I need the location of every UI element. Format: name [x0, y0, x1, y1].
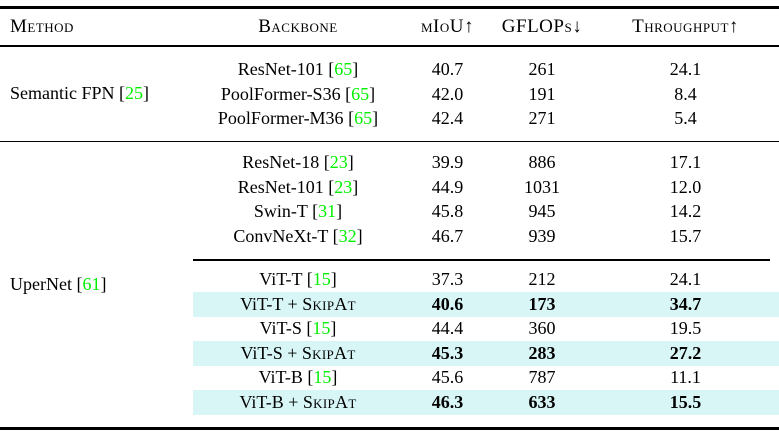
col-header-backbone: Backbone — [258, 16, 338, 37]
backbone-cell: ConvNeXt-T [32] — [233, 225, 363, 246]
gflops-value-cell: 945 — [528, 201, 556, 222]
table-row: ViT-S + SkipAt 45.3 283 27.2 — [193, 341, 779, 366]
citation-link[interactable]: 23 — [329, 152, 348, 173]
table-row: ResNet-101 [65] 40.7 261 24.1 — [193, 58, 779, 83]
citation-link[interactable]: 25 — [125, 83, 143, 104]
gflops-value-cell: 1031 — [524, 176, 560, 197]
throughput-value-cell: 19.5 — [669, 318, 702, 339]
miou-value-cell: 40.7 — [431, 59, 464, 80]
skipat-label: SkipAt — [301, 342, 356, 363]
table-row: ConvNeXt-T [32] 46.7 939 15.7 — [193, 224, 779, 249]
backbone-cell: ResNet-101 [23] — [237, 176, 359, 197]
table-row: ViT-T + SkipAt 40.6 173 34.7 — [193, 292, 779, 317]
gflops-value-cell: 212 — [528, 269, 556, 290]
miou-value-cell: 46.7 — [431, 225, 464, 246]
throughput-value-cell: 15.7 — [669, 225, 702, 246]
gflops-value-cell: 271 — [528, 108, 556, 129]
gflops-value-cell: 191 — [528, 83, 556, 104]
throughput-value-cell: 5.4 — [674, 108, 697, 129]
miou-value-cell: 40.6 — [431, 293, 464, 314]
miou-value-cell: 44.9 — [431, 176, 464, 197]
throughput-value-cell: 24.1 — [669, 59, 702, 80]
gflops-value-cell: 261 — [528, 59, 556, 80]
table-row: ResNet-18 [23] 39.9 886 17.1 — [193, 150, 779, 175]
method-cell: Semantic FPN [25] — [10, 83, 149, 104]
citation-link[interactable]: 31 — [318, 201, 337, 222]
table-row: PoolFormer-S36 [65] 42.0 191 8.4 — [193, 82, 779, 107]
gflops-value-cell: 283 — [528, 342, 556, 363]
bottom-rule — [0, 426, 779, 430]
miou-value-cell: 39.9 — [431, 152, 464, 173]
section-rows: ResNet-101 [65] 40.7 261 24.1 PoolFormer-S36… — [193, 47, 779, 141]
gflops-value-cell: 787 — [528, 367, 556, 388]
throughput-value-cell: 24.1 — [669, 269, 702, 290]
col-header-miou: mIoU↑ — [421, 16, 474, 37]
gflops-value-cell: 939 — [528, 225, 556, 246]
table-row: ResNet-101 [23] 44.9 1031 12.0 — [193, 175, 779, 200]
table-row: ViT-B [15] 45.6 787 11.1 — [193, 366, 779, 391]
citation-link[interactable]: 65 — [354, 108, 373, 129]
backbone-cell: ViT-T [15] — [259, 269, 337, 290]
table-header-row: Method Backbone mIoU↑ GFLOPs↓ Throughput… — [0, 9, 779, 45]
miou-value-cell: 45.8 — [431, 201, 464, 222]
col-header-throughput: Throughput↑ — [632, 16, 739, 37]
col-header-gflops: GFLOPs↓ — [501, 16, 583, 37]
table-row: PoolFormer-M36 [65] 42.4 271 5.4 — [193, 107, 779, 132]
backbone-cell: ResNet-101 [65] — [237, 59, 359, 80]
backbone-cell: ViT-S [15] — [259, 318, 337, 339]
top-rule — [0, 6, 779, 9]
throughput-value-cell: 11.1 — [670, 367, 701, 388]
gflops-value-cell: 173 — [528, 293, 556, 314]
throughput-value-cell: 15.5 — [669, 391, 702, 412]
subsection-divider-rule — [193, 259, 770, 261]
backbone-cell: ViT-S + SkipAt — [240, 342, 356, 363]
throughput-value-cell: 8.4 — [674, 83, 697, 104]
throughput-value-cell: 27.2 — [669, 342, 702, 363]
citation-link[interactable]: 65 — [334, 59, 353, 80]
citation-link[interactable]: 15 — [312, 269, 331, 290]
miou-value-cell: 45.6 — [431, 367, 464, 388]
gflops-value-cell: 886 — [528, 152, 556, 173]
citation-link[interactable]: 61 — [82, 273, 101, 294]
miou-value-cell: 46.3 — [431, 391, 464, 412]
citation-link[interactable]: 32 — [338, 225, 357, 246]
backbone-cell: PoolFormer-M36 [65] — [217, 108, 379, 129]
skipat-label: SkipAt — [302, 293, 356, 314]
backbone-cell: Swin-T [31] — [253, 201, 343, 222]
throughput-value-cell: 12.0 — [669, 176, 702, 197]
backbone-cell: ViT-B [15] — [258, 367, 338, 388]
section-rows: ResNet-18 [23] 39.9 886 17.1 ResNet-101 [23]… — [193, 142, 779, 426]
citation-link[interactable]: 23 — [334, 176, 353, 197]
table-section-semantic-fpn: Semantic FPN [25] ResNet-101 [65] 40.7 261… — [0, 47, 779, 141]
citation-link[interactable]: 15 — [313, 367, 332, 388]
section-separator-rule — [0, 140, 779, 143]
gflops-value-cell: 360 — [528, 318, 556, 339]
throughput-value-cell: 14.2 — [669, 201, 702, 222]
header-separator-rule — [0, 45, 779, 47]
citation-link[interactable]: 65 — [351, 83, 370, 104]
miou-value-cell: 45.3 — [431, 342, 464, 363]
method-cell: UperNet [61] — [10, 273, 107, 294]
table-row: ViT-S [15] 44.4 360 19.5 — [193, 317, 779, 342]
table-row: Swin-T [31] 45.8 945 14.2 — [193, 199, 779, 224]
gflops-value-cell: 633 — [528, 391, 556, 412]
backbone-cell: ViT-B + SkipAt — [239, 391, 357, 412]
backbone-cell: ResNet-18 [23] — [242, 152, 354, 173]
miou-value-cell: 44.4 — [431, 318, 464, 339]
table-row: ViT-B + SkipAt 46.3 633 15.5 — [193, 390, 779, 415]
backbone-cell: PoolFormer-S36 [65] — [220, 83, 376, 104]
throughput-value-cell: 34.7 — [669, 293, 702, 314]
table-row: ViT-T [15] 37.3 212 24.1 — [193, 268, 779, 293]
skipat-label: SkipAt — [302, 391, 357, 412]
miou-value-cell: 42.0 — [431, 83, 464, 104]
miou-value-cell: 42.4 — [431, 108, 464, 129]
col-header-method: Method — [10, 16, 74, 37]
miou-value-cell: 37.3 — [431, 269, 464, 290]
backbone-cell: ViT-T + SkipAt — [240, 293, 356, 314]
throughput-value-cell: 17.1 — [669, 152, 702, 173]
citation-link[interactable]: 15 — [312, 318, 331, 339]
table-section-upernet: UperNet [61] ResNet-18 [23] 39.9 886 17.1 Re… — [0, 142, 779, 426]
